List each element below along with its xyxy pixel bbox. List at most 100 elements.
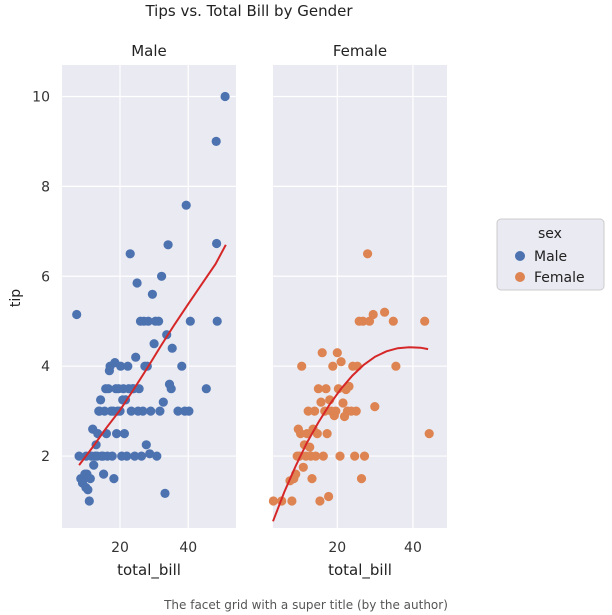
data-point <box>146 406 156 416</box>
data-point <box>125 249 135 259</box>
data-point <box>220 91 230 102</box>
data-point <box>138 406 148 416</box>
data-point <box>321 384 331 394</box>
data-point <box>312 429 322 439</box>
data-point <box>85 474 95 484</box>
data-point <box>166 384 176 394</box>
chart-title: Tips vs. Total Bill by Gender <box>144 2 353 20</box>
data-point <box>336 357 346 367</box>
legend-label-male: Male <box>534 249 567 265</box>
figure-caption: The facet grid with a super title (by th… <box>164 598 448 612</box>
data-point <box>201 384 211 394</box>
data-point <box>157 271 167 281</box>
data-point <box>167 343 177 353</box>
data-point <box>123 361 133 371</box>
data-point <box>296 429 306 439</box>
data-point <box>305 442 315 452</box>
data-point <box>126 406 136 416</box>
legend-title: sex <box>538 226 562 242</box>
y-tick-label: 10 <box>32 89 50 105</box>
legend-box <box>496 218 605 291</box>
data-point <box>122 451 132 461</box>
data-point <box>212 316 222 326</box>
x-axis-label: total_bill <box>328 561 392 580</box>
data-point <box>147 289 157 299</box>
data-point <box>84 496 94 506</box>
legend-label-female: Female <box>534 270 585 286</box>
data-point <box>380 307 390 317</box>
data-point <box>143 316 153 326</box>
y-tick-label: 2 <box>41 449 50 465</box>
x-tick-label: 40 <box>179 540 197 556</box>
legend-marker-female <box>515 272 525 282</box>
data-point <box>317 348 327 358</box>
data-point <box>351 406 361 416</box>
data-point <box>185 316 195 326</box>
y-axis-label: tip <box>8 289 24 307</box>
data-point <box>160 488 170 498</box>
data-point <box>364 316 375 326</box>
data-point <box>315 496 325 506</box>
data-point <box>391 361 401 371</box>
data-point <box>154 316 164 326</box>
data-point <box>313 384 323 394</box>
data-point <box>297 361 307 371</box>
data-point <box>420 316 430 326</box>
data-point <box>173 406 183 416</box>
data-point <box>328 361 338 371</box>
data-point <box>331 406 341 416</box>
data-point <box>307 474 317 484</box>
y-tick-label: 8 <box>41 179 50 195</box>
y-tick-label: 4 <box>41 359 50 375</box>
facet-female: 20 40 Female total_bill <box>268 42 447 580</box>
data-point <box>368 309 378 320</box>
data-point <box>298 462 308 472</box>
data-point <box>318 451 328 461</box>
legend-marker-male <box>515 251 525 261</box>
data-point <box>363 249 373 259</box>
data-point <box>134 384 144 394</box>
data-point <box>310 406 320 416</box>
data-point <box>72 309 82 320</box>
data-point <box>141 440 151 450</box>
facet-title: Female <box>333 42 387 60</box>
data-point <box>74 451 84 461</box>
data-point <box>268 496 278 506</box>
data-point <box>103 384 113 394</box>
data-point <box>152 451 162 461</box>
data-point <box>184 406 194 416</box>
data-point <box>350 451 360 461</box>
data-point <box>359 451 370 461</box>
data-point <box>322 429 332 439</box>
legend: sex Male Female <box>496 218 605 291</box>
data-point <box>163 240 173 250</box>
data-point <box>130 451 140 461</box>
data-point <box>131 352 141 362</box>
data-point <box>155 406 165 416</box>
data-point <box>119 429 129 439</box>
data-point <box>344 381 354 391</box>
data-point <box>356 474 367 484</box>
data-point <box>370 402 380 412</box>
data-point <box>96 395 106 405</box>
x-tick-label: 20 <box>111 540 129 556</box>
data-point <box>424 429 434 439</box>
data-point <box>212 238 222 249</box>
data-point <box>100 406 110 416</box>
trend-line <box>272 346 429 522</box>
data-point <box>311 451 321 461</box>
data-point <box>332 348 342 358</box>
data-point <box>89 460 99 470</box>
data-point <box>83 485 93 495</box>
facet-title: Male <box>131 42 167 60</box>
data-point <box>136 451 147 461</box>
data-point <box>109 474 119 484</box>
facet-male: 2 4 6 8 10 20 40 Male total_bill <box>32 42 236 580</box>
data-point <box>303 406 313 416</box>
data-point <box>352 361 362 371</box>
data-point <box>158 397 168 407</box>
data-point <box>358 316 368 326</box>
data-point <box>149 339 159 349</box>
data-point <box>132 278 142 288</box>
